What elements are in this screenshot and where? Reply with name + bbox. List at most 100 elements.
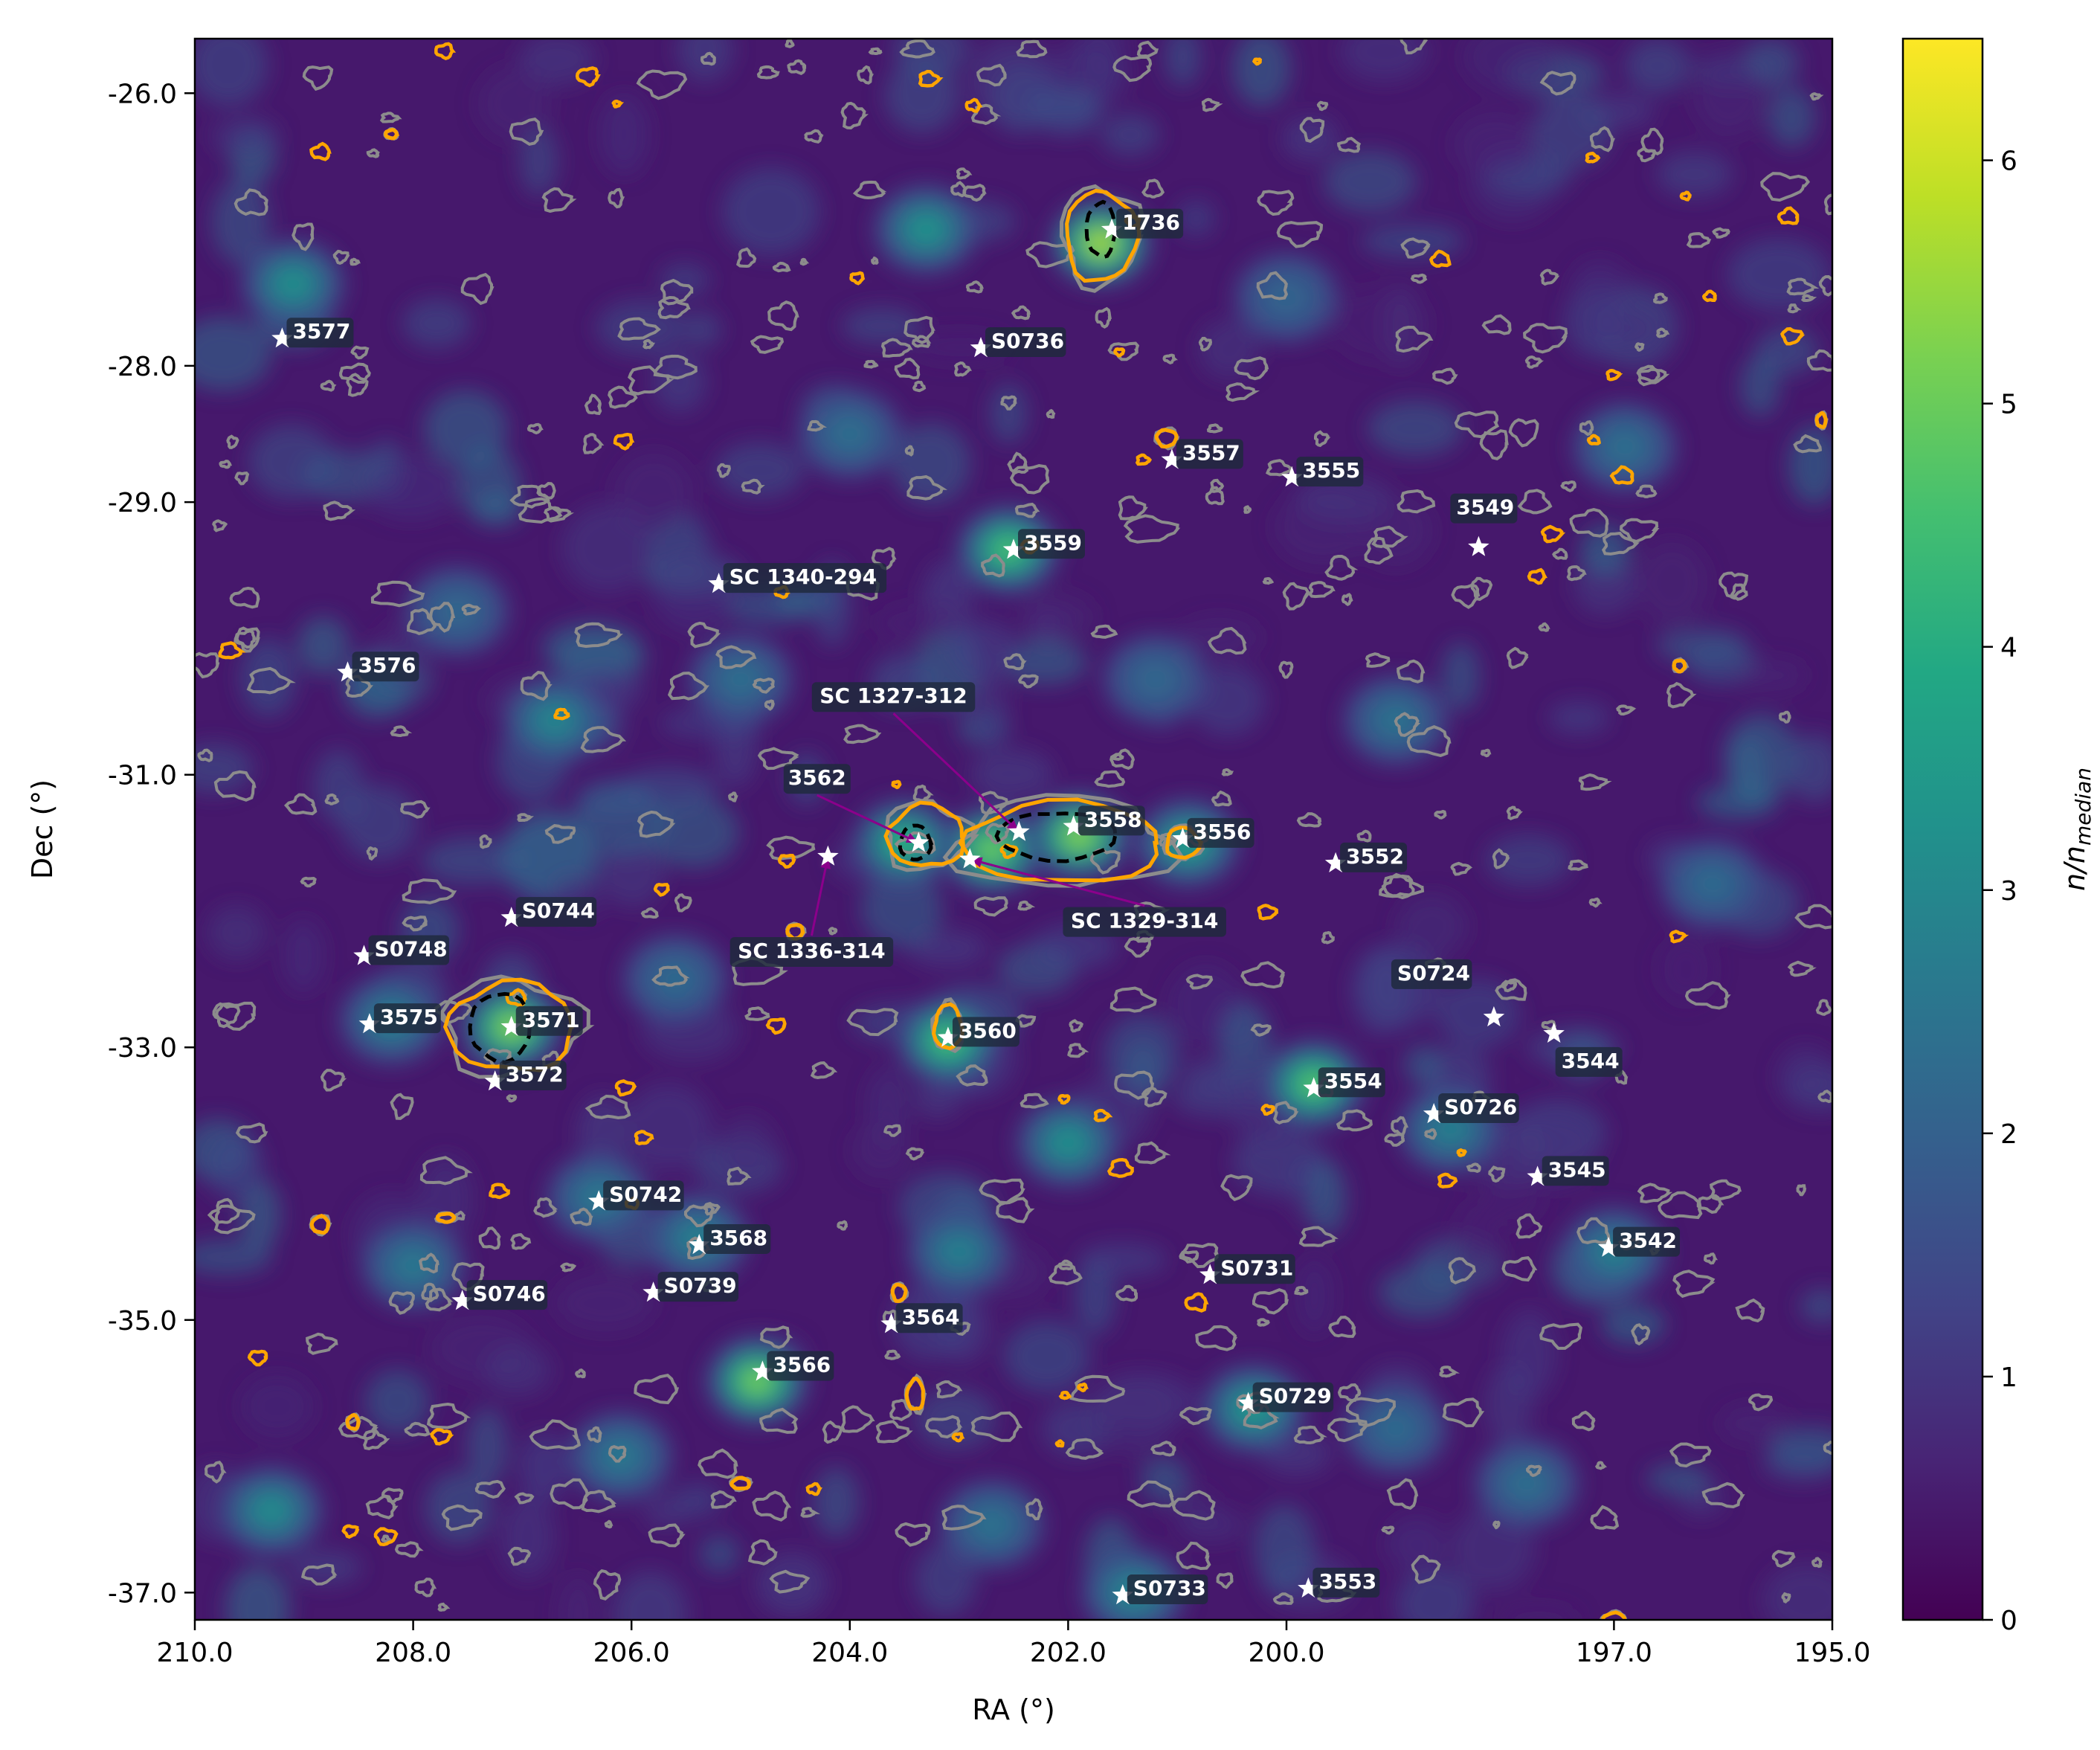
gray-contour [550,1478,592,1510]
orange-contour [765,1017,787,1035]
gray-contour [1185,974,1214,990]
gray-contour [381,1534,393,1543]
colorbar-tick-label: 3 [2000,876,2017,907]
density-peak [399,1252,428,1278]
gray-contour [1240,961,1286,989]
cluster-label: 3572 [499,1061,567,1091]
gray-contour [1523,323,1568,354]
gray-contour [744,1006,770,1021]
gray-contour [852,180,887,200]
orange-contour [634,1130,654,1146]
cluster-label-text: 3572 [506,1062,564,1087]
gray-contour [1481,314,1512,335]
density-blob [1463,39,1559,93]
gray-contour [822,1420,843,1444]
gray-contour [700,51,716,66]
density-blob [225,1566,291,1620]
density-blob [195,39,268,107]
density-peak [944,1239,974,1264]
density-blob [860,871,944,948]
orange-contour [1437,1172,1458,1189]
gray-contour [954,361,972,377]
y-axis-ticks: -26.0 -28.0 -29.0 -31.0 -33.0 -35.0 -37.0 [108,79,195,1609]
gray-contour [1634,342,1645,352]
gray-contour [1637,367,1661,383]
density-blob [473,489,524,527]
gray-contour [520,670,553,701]
density-blob [1379,1266,1463,1318]
cluster-label: 3542 [1613,1226,1681,1257]
cluster-label-box [352,652,419,682]
gray-contour [1109,748,1136,771]
gray-contour [1397,489,1436,514]
gray-contour [785,39,795,48]
cluster-label: 3553 [1312,1567,1380,1598]
gray-contour [332,249,350,266]
gray-contour [1397,659,1426,683]
gray-contour [1321,930,1335,945]
x-axis-label: RA (°) [972,1693,1055,1726]
gray-contour [507,1546,532,1566]
cluster-label-box [657,1272,739,1302]
density-blob [1294,1256,1335,1336]
gray-contour [582,433,605,454]
gray-contour [703,1202,721,1216]
cluster-label: 3556 [1187,817,1254,848]
annotation-arrows [810,712,1145,936]
x-tick-label: 204.0 [811,1638,888,1668]
gray-contour [1386,1478,1419,1510]
density-peak [1272,285,1301,311]
gray-contour [871,547,897,570]
gray-contour [924,1415,963,1439]
orange-contour [1540,524,1566,544]
cluster-label-text: 3571 [522,1008,580,1032]
orange-contour [1456,1148,1467,1157]
cluster-label: S0731 [1214,1254,1295,1284]
black-contour [468,991,532,1065]
density-blob [643,1493,690,1529]
gray-contour [1818,274,1832,297]
gray-contour [324,793,340,805]
orange-contour [1679,190,1692,202]
cluster-label-box [499,1061,567,1091]
gray-contour [1793,434,1823,454]
density-blob [970,748,1054,800]
cluster-label: 3554 [1318,1067,1385,1098]
gray-contour [402,916,428,932]
orange-contour [729,1476,751,1490]
density-blob [1636,541,1708,624]
cluster-label: SC 1336-314 [729,936,894,967]
gray-contour [1434,809,1447,820]
gray-contour [381,1487,404,1504]
cluster-label: 3549 [1450,493,1518,524]
density-blob [1184,1058,1243,1092]
gray-contour [642,338,656,350]
gray-contour [575,1368,586,1379]
gray-contour [1094,770,1126,788]
gray-contour [234,472,250,486]
orange-contour [890,1282,908,1304]
orange-contour [1672,658,1687,674]
density-blob [1253,1503,1315,1593]
cluster-label-box [515,1006,583,1036]
gray-contour [1492,1520,1501,1530]
density-blob [1075,1258,1116,1336]
orange-contour [891,779,902,790]
density-blob [1191,665,1266,736]
density-blob [1453,112,1536,178]
density-peak [1512,1470,1542,1496]
gray-contour [772,261,791,273]
cluster-label-text: 3545 [1548,1157,1606,1182]
density-blob [651,547,737,634]
gray-contour [1794,904,1832,930]
gray-contour [956,167,973,180]
gray-contour [1299,117,1325,144]
gray-contour [1252,1287,1289,1315]
gray-contour [587,1426,602,1444]
orange-contour [1252,57,1263,66]
gray-contour [404,1421,431,1437]
density-blob [561,504,654,593]
density-peak [278,271,308,297]
density-blob [1451,1505,1536,1592]
density-blob [891,422,971,505]
